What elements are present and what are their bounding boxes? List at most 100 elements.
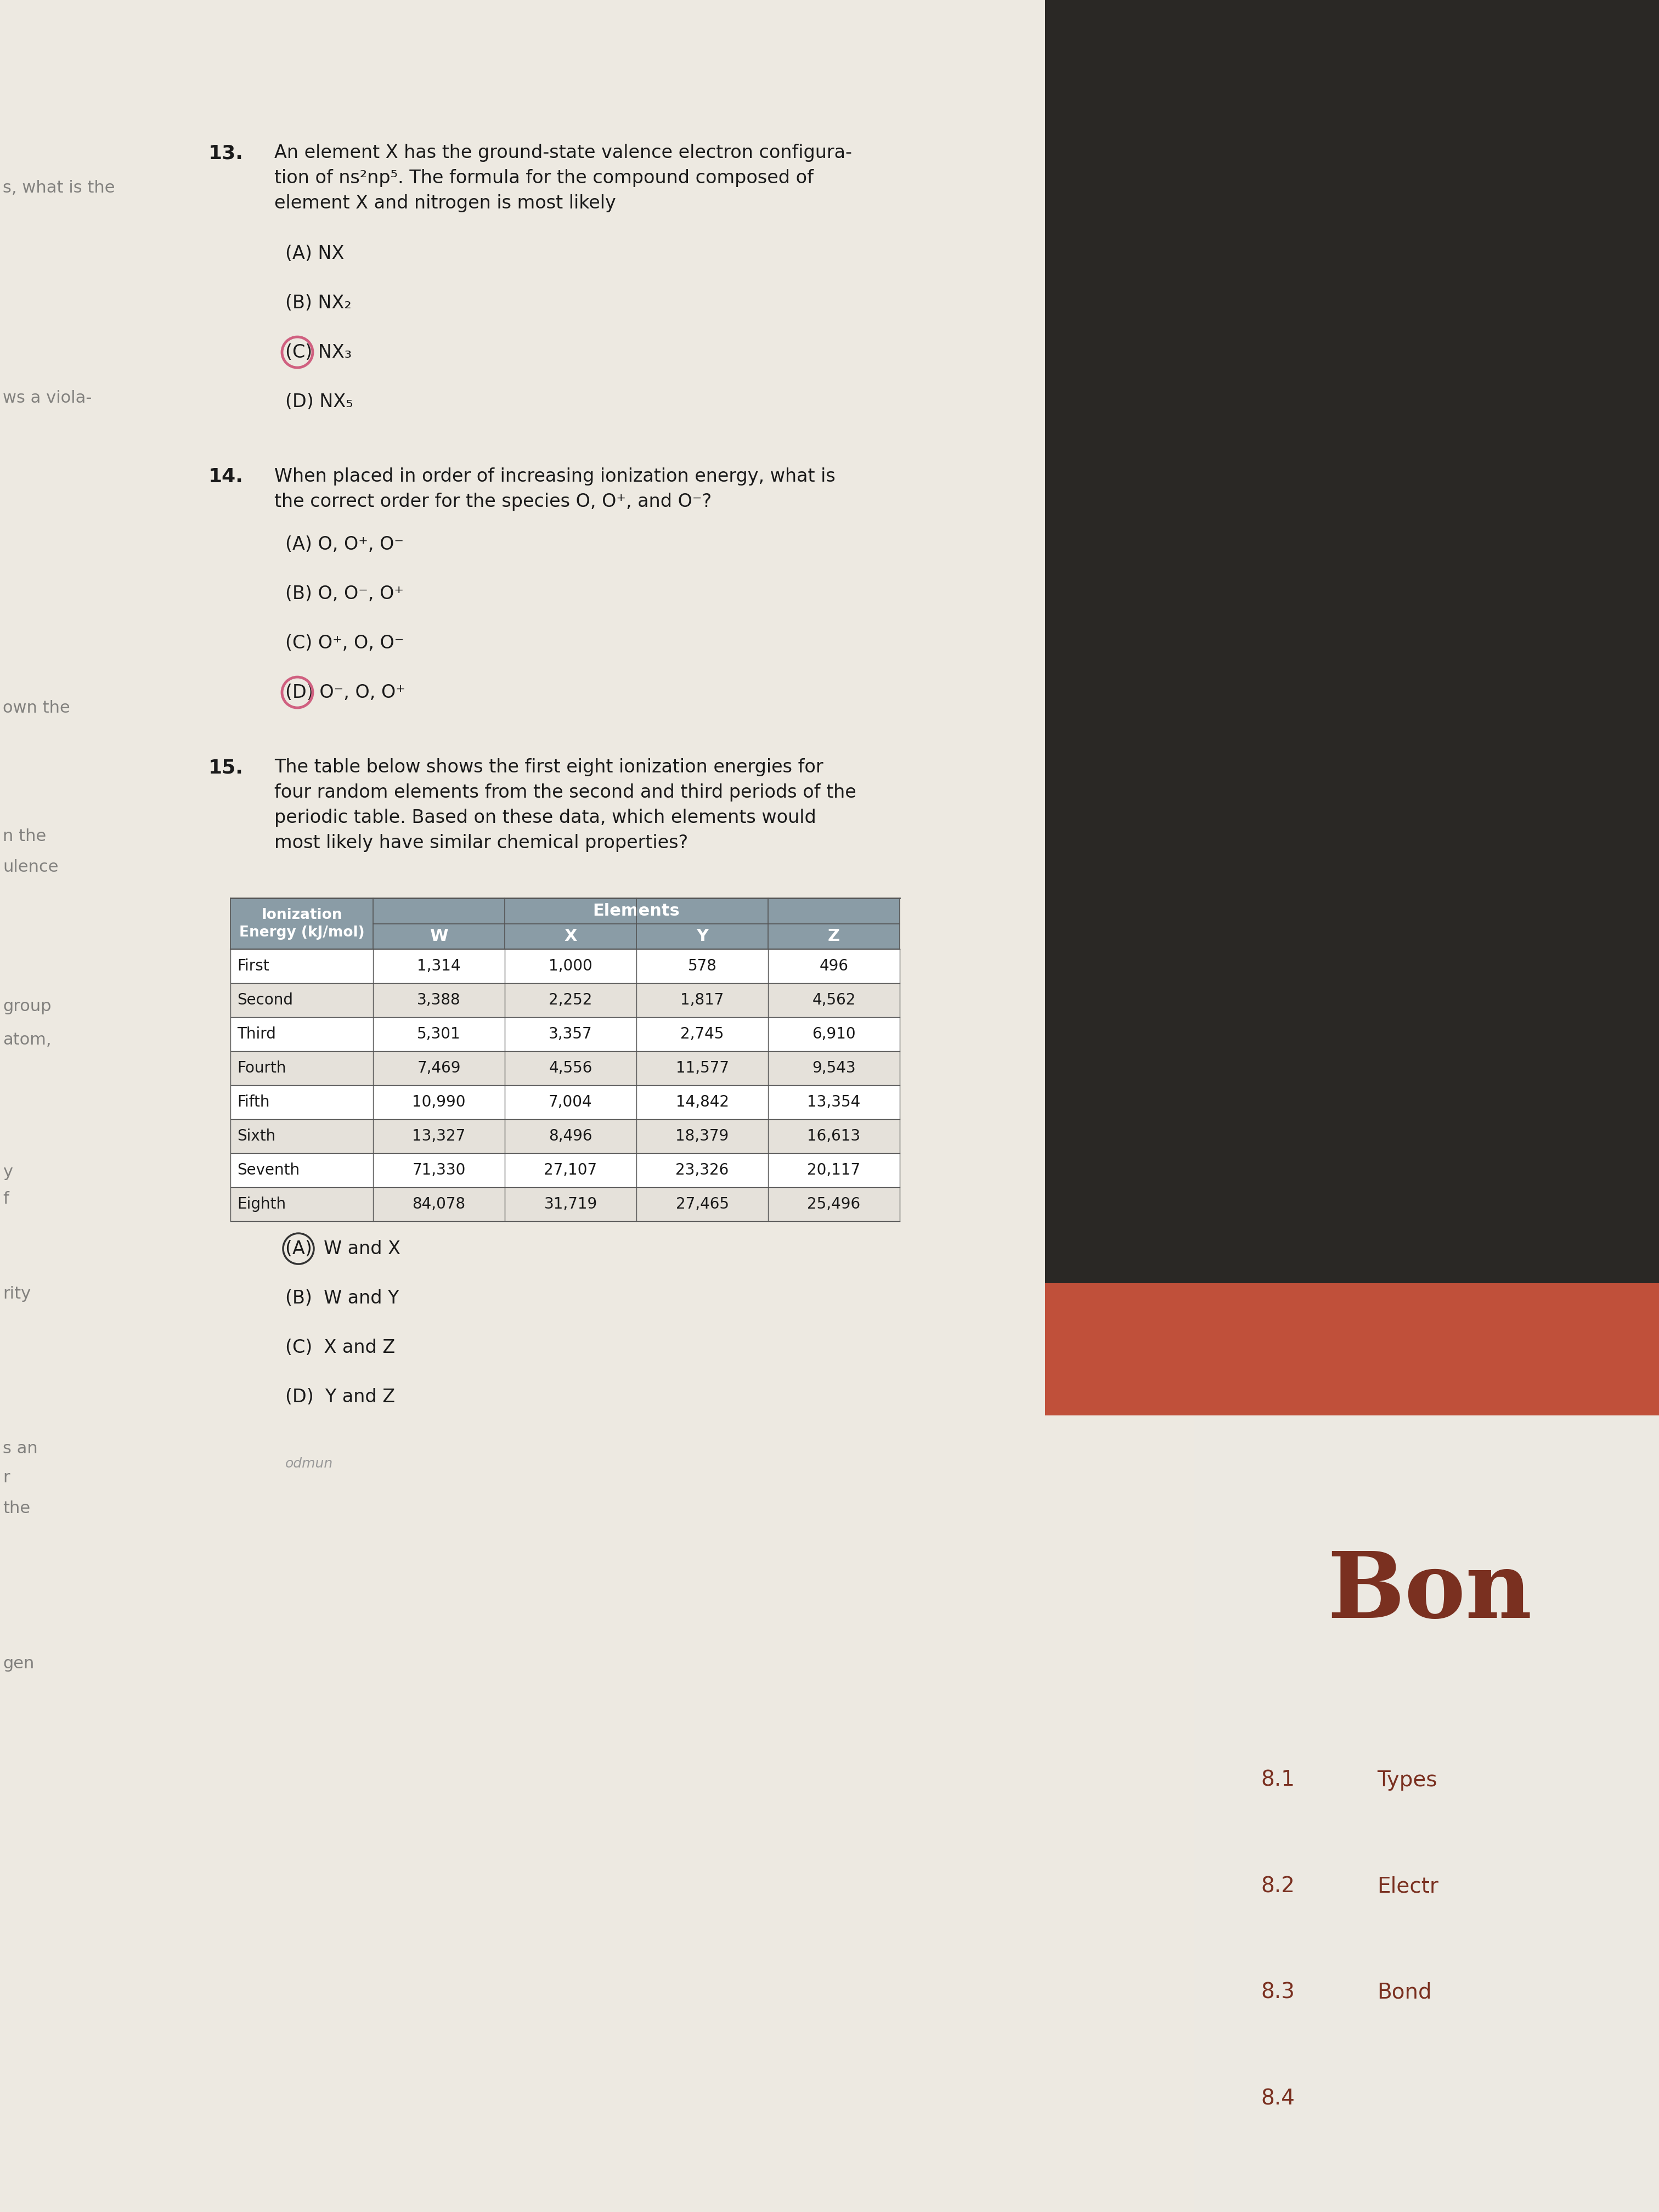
- Text: 23,326: 23,326: [675, 1164, 728, 1179]
- Text: 14.: 14.: [209, 467, 244, 487]
- Text: First: First: [237, 958, 269, 973]
- Text: (C) NX₃: (C) NX₃: [285, 343, 352, 361]
- Text: The table below shows the first eight ionization energies for
four random elemen: The table below shows the first eight io…: [274, 759, 856, 852]
- Polygon shape: [0, 0, 1194, 2212]
- Text: 27,465: 27,465: [675, 1197, 728, 1212]
- Text: 6,910: 6,910: [811, 1026, 856, 1042]
- Text: 18,379: 18,379: [675, 1128, 728, 1144]
- Text: 84,078: 84,078: [411, 1197, 466, 1212]
- Text: Types: Types: [1377, 1770, 1437, 1790]
- Text: Second: Second: [237, 993, 294, 1009]
- Polygon shape: [231, 1086, 899, 1119]
- Text: Electr: Electr: [1377, 1876, 1438, 1896]
- Text: 5,301: 5,301: [416, 1026, 461, 1042]
- Text: 2,252: 2,252: [549, 993, 592, 1009]
- Text: s, what is the: s, what is the: [3, 179, 114, 197]
- Polygon shape: [373, 898, 899, 925]
- Polygon shape: [231, 1188, 899, 1221]
- Text: 10,990: 10,990: [411, 1095, 466, 1110]
- Text: (D) NX₅: (D) NX₅: [285, 392, 353, 411]
- Polygon shape: [231, 1119, 899, 1152]
- Text: odmun: odmun: [285, 1458, 333, 1471]
- Text: 15.: 15.: [209, 759, 244, 776]
- Text: (A) O, O⁺, O⁻: (A) O, O⁺, O⁻: [285, 535, 403, 553]
- Text: (A) NX: (A) NX: [285, 246, 343, 263]
- Text: 8.4: 8.4: [1261, 2088, 1294, 2108]
- Text: 578: 578: [688, 958, 717, 973]
- Polygon shape: [231, 1018, 899, 1051]
- Text: rity: rity: [3, 1285, 32, 1303]
- Polygon shape: [231, 982, 899, 1018]
- Text: 3,388: 3,388: [416, 993, 461, 1009]
- Text: Sixth: Sixth: [237, 1128, 275, 1144]
- Text: own the: own the: [3, 699, 70, 717]
- Polygon shape: [1045, 0, 1659, 1283]
- Text: 25,496: 25,496: [808, 1197, 861, 1212]
- Text: the: the: [3, 1500, 30, 1517]
- Text: 7,469: 7,469: [416, 1060, 461, 1075]
- Text: Third: Third: [237, 1026, 275, 1042]
- Text: ulence: ulence: [3, 858, 58, 876]
- Text: 13.: 13.: [209, 144, 244, 161]
- Text: Elements: Elements: [592, 902, 680, 918]
- Text: (A)  W and X: (A) W and X: [285, 1239, 400, 1259]
- Polygon shape: [1045, 1283, 1659, 1416]
- Text: 14,842: 14,842: [675, 1095, 728, 1110]
- Text: ws a viola-: ws a viola-: [3, 389, 91, 407]
- Text: 7,004: 7,004: [549, 1095, 592, 1110]
- Text: 1,000: 1,000: [549, 958, 592, 973]
- Text: Fifth: Fifth: [237, 1095, 270, 1110]
- Text: 8.3: 8.3: [1261, 1982, 1294, 2002]
- Text: y: y: [3, 1164, 13, 1181]
- Text: 4,556: 4,556: [549, 1060, 592, 1075]
- Text: (C)  X and Z: (C) X and Z: [285, 1338, 395, 1356]
- Text: Y: Y: [697, 929, 708, 945]
- Text: 1,314: 1,314: [416, 958, 461, 973]
- Text: r: r: [3, 1469, 10, 1486]
- Text: (D) O⁻, O, O⁺: (D) O⁻, O, O⁺: [285, 684, 405, 701]
- Polygon shape: [504, 925, 637, 949]
- Text: f: f: [3, 1190, 8, 1208]
- Text: s an: s an: [3, 1440, 38, 1458]
- Text: Ionization
Energy (kJ/mol): Ionization Energy (kJ/mol): [239, 907, 365, 940]
- Text: (B) NX₂: (B) NX₂: [285, 294, 352, 312]
- Text: (B)  W and Y: (B) W and Y: [285, 1290, 400, 1307]
- Text: Bon: Bon: [1327, 1548, 1531, 1637]
- Text: When placed in order of increasing ionization energy, what is
the correct order : When placed in order of increasing ioniz…: [274, 467, 836, 511]
- Text: 13,327: 13,327: [411, 1128, 466, 1144]
- Polygon shape: [231, 949, 899, 982]
- Text: (D)  Y and Z: (D) Y and Z: [285, 1387, 395, 1407]
- Text: W: W: [430, 929, 448, 945]
- Text: (C) O⁺, O, O⁻: (C) O⁺, O, O⁻: [285, 635, 405, 653]
- Text: 496: 496: [820, 958, 848, 973]
- Text: An element X has the ground-state valence electron configura-
tion of ns²np⁵. Th: An element X has the ground-state valenc…: [274, 144, 853, 212]
- Text: gen: gen: [3, 1655, 35, 1672]
- Text: 31,719: 31,719: [544, 1197, 597, 1212]
- Text: 16,613: 16,613: [808, 1128, 861, 1144]
- Polygon shape: [231, 1152, 899, 1188]
- Polygon shape: [637, 925, 768, 949]
- Text: Bond: Bond: [1377, 1982, 1432, 2002]
- Polygon shape: [231, 898, 373, 949]
- Text: 13,354: 13,354: [808, 1095, 861, 1110]
- Text: 8.2: 8.2: [1261, 1876, 1294, 1896]
- Text: Seventh: Seventh: [237, 1164, 300, 1179]
- Text: 1,817: 1,817: [680, 993, 723, 1009]
- Text: 8.1: 8.1: [1261, 1770, 1296, 1790]
- Text: X: X: [564, 929, 577, 945]
- Text: 4,562: 4,562: [813, 993, 856, 1009]
- Text: 11,577: 11,577: [675, 1060, 728, 1075]
- Text: atom,: atom,: [3, 1031, 51, 1048]
- Text: 8,496: 8,496: [549, 1128, 592, 1144]
- Text: Eighth: Eighth: [237, 1197, 285, 1212]
- Text: 27,107: 27,107: [544, 1164, 597, 1179]
- Text: 3,357: 3,357: [549, 1026, 592, 1042]
- Text: Z: Z: [828, 929, 839, 945]
- Text: (B) O, O⁻, O⁺: (B) O, O⁻, O⁺: [285, 584, 403, 602]
- Polygon shape: [231, 1051, 899, 1086]
- Text: Fourth: Fourth: [237, 1060, 285, 1075]
- Text: 71,330: 71,330: [411, 1164, 466, 1179]
- Text: 20,117: 20,117: [808, 1164, 861, 1179]
- Text: n the: n the: [3, 827, 46, 845]
- Text: 9,543: 9,543: [811, 1060, 856, 1075]
